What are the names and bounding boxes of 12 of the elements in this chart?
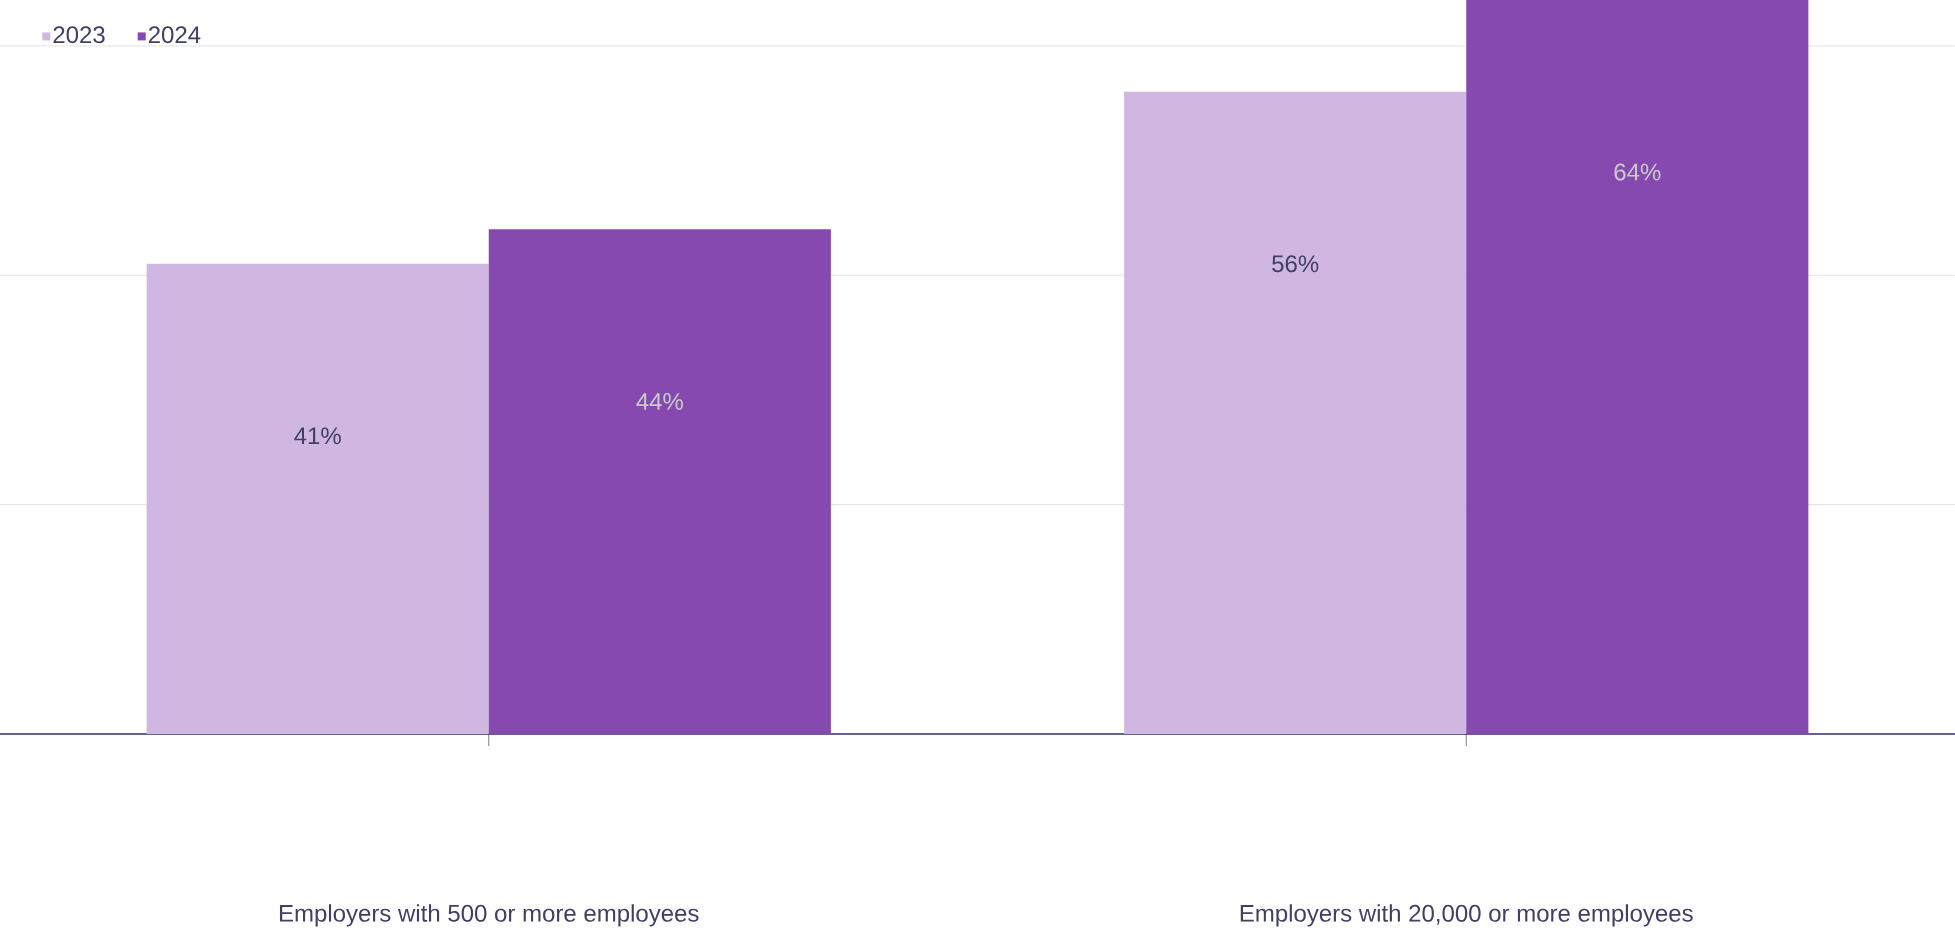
data-label: 56% bbox=[1272, 255, 1319, 273]
legend-label: 2024 bbox=[148, 26, 201, 44]
bar bbox=[146, 263, 489, 734]
x-tick-label: Employers with 20,000 or more employees bbox=[1240, 904, 1693, 927]
data-label: 64% bbox=[1614, 163, 1661, 181]
data-label: 41% bbox=[294, 427, 341, 445]
bar bbox=[1124, 91, 1467, 734]
x-tick-label: Employers with 500 or more employees bbox=[279, 904, 699, 927]
bar bbox=[1466, 0, 1809, 734]
data-label: 44% bbox=[636, 393, 683, 410]
legend-label: 2023 bbox=[53, 26, 105, 44]
bar bbox=[488, 229, 831, 734]
